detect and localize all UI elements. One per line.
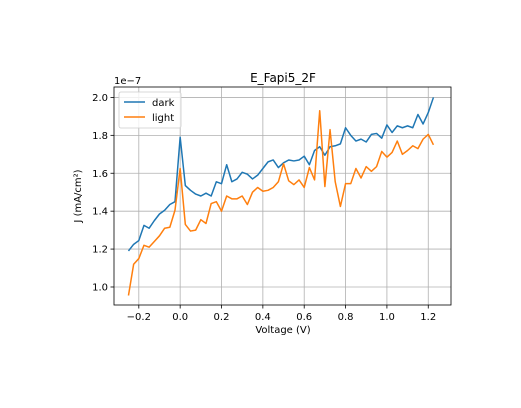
legend-label-light: light — [152, 113, 174, 124]
chart-title: E_Fapi5_2F — [250, 71, 316, 85]
y-tick-label: 1.6 — [92, 169, 108, 180]
legend-label-dark: dark — [152, 98, 175, 109]
grid — [114, 87, 451, 305]
x-tick-label: 0.8 — [338, 312, 354, 323]
x-tick-label: 1.2 — [420, 312, 436, 323]
series-line-dark — [127, 97, 435, 252]
y-axis: 1.0 1.2 1.4 1.6 1.8 2.0 — [92, 93, 114, 293]
x-tick-label: 0.2 — [214, 312, 230, 323]
y-tick-label: 1.0 — [92, 282, 108, 293]
series-line-light — [127, 109, 435, 296]
x-tick-label: 0.0 — [172, 312, 188, 323]
y-offset-text: 1e−7 — [114, 76, 141, 87]
y-tick-label: 1.2 — [92, 245, 108, 256]
y-tick-label: 1.8 — [92, 131, 108, 142]
y-tick-label: 1.4 — [92, 207, 108, 218]
x-tick-label: 0.6 — [296, 312, 312, 323]
y-tick-label: 2.0 — [92, 93, 108, 104]
y-axis-label: J (mA/cm²) — [73, 169, 84, 223]
series-layer — [127, 97, 435, 296]
x-tick-label: 1.0 — [379, 312, 395, 323]
legend-box — [118, 91, 182, 129]
x-axis: −0.2 0.0 0.2 0.4 0.6 0.8 1.0 1.2 — [127, 305, 436, 323]
plot-frame — [113, 86, 452, 306]
x-axis-label: Voltage (V) — [255, 325, 310, 336]
x-tick-label: −0.2 — [127, 312, 151, 323]
x-tick-label: 0.4 — [255, 312, 271, 323]
legend: dark light — [118, 91, 182, 129]
